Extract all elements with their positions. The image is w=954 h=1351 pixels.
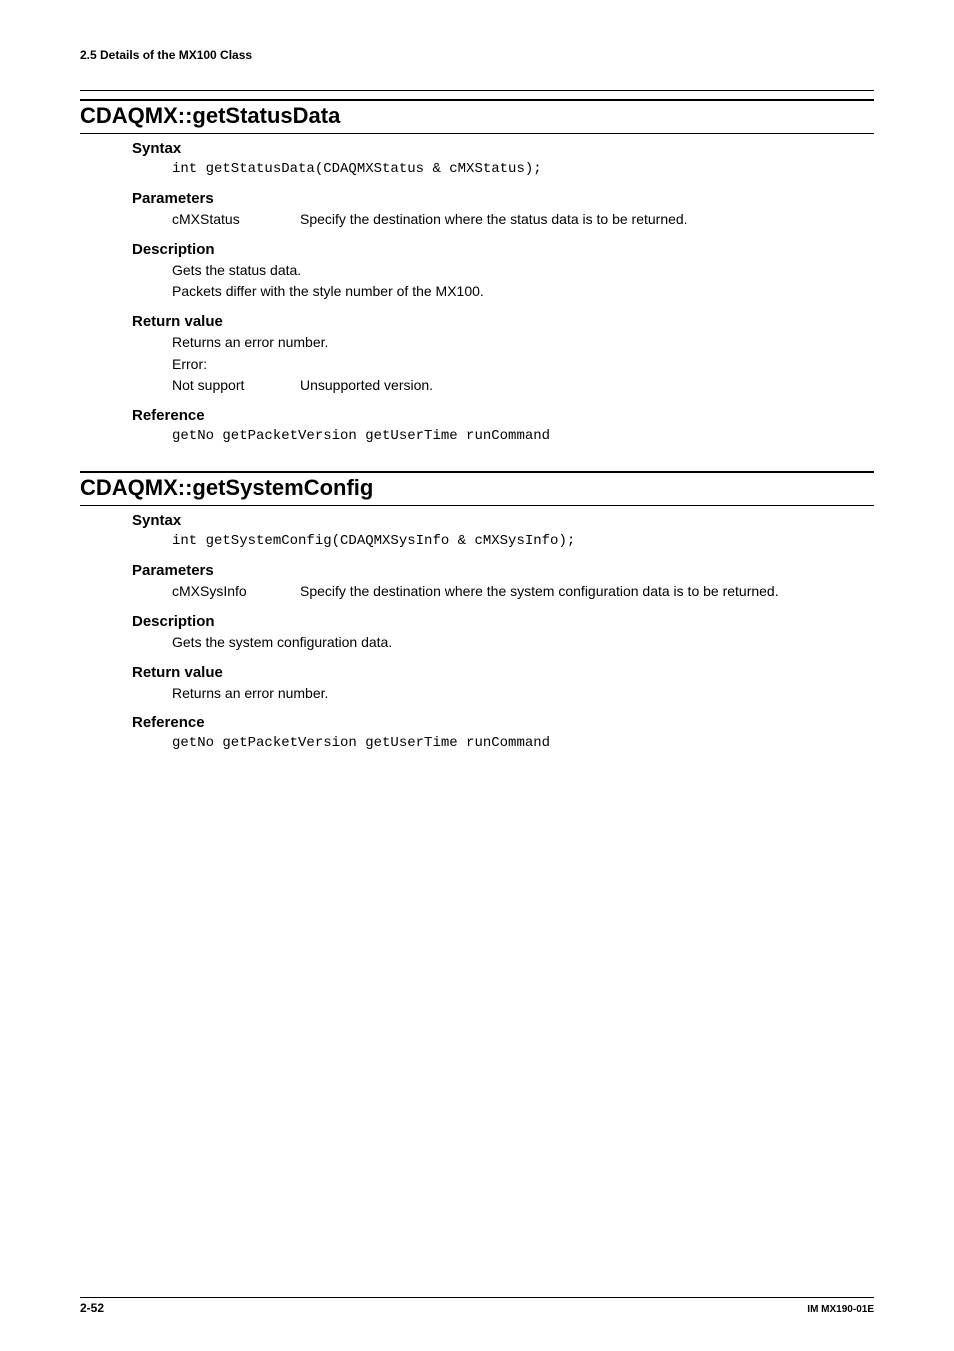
parameters-label: Parameters (132, 556, 874, 581)
parameters-block: Parameters cMXStatus Specify the destina… (132, 184, 874, 231)
header-rule (80, 90, 874, 91)
return-label: Return value (132, 307, 874, 332)
param-key: cMXSysInfo (172, 581, 300, 603)
return-line: Returns an error number. (172, 683, 874, 705)
reference-block: Reference getNo getPacketVersion getUser… (132, 708, 874, 754)
footer-doc: IM MX190-01E (807, 1304, 874, 1315)
syntax-block: Syntax int getSystemConfig(CDAQMXSysInfo… (132, 506, 874, 552)
description-block: Description Gets the status data. Packet… (132, 235, 874, 303)
description-block: Description Gets the system configuratio… (132, 607, 874, 654)
description-label: Description (132, 235, 874, 260)
description-line: Packets differ with the style number of … (172, 281, 874, 303)
parameters-block: Parameters cMXSysInfo Specify the destin… (132, 556, 874, 603)
param-val: Specify the destination where the status… (300, 209, 874, 231)
param-row: cMXSysInfo Specify the destination where… (172, 581, 874, 603)
syntax-code: int getStatusData(CDAQMXStatus & cMXStat… (172, 159, 874, 180)
reference-code: getNo getPacketVersion getUserTime runCo… (172, 426, 874, 447)
return-block: Return value Returns an error number. (132, 658, 874, 705)
return-key: Not support (172, 375, 300, 397)
description-label: Description (132, 607, 874, 632)
syntax-block: Syntax int getStatusData(CDAQMXStatus & … (132, 134, 874, 180)
return-val: Unsupported version. (300, 375, 874, 397)
footer-page: 2-52 (80, 1301, 104, 1315)
return-row: Not support Unsupported version. (172, 375, 874, 397)
param-key: cMXStatus (172, 209, 300, 231)
return-line: Returns an error number. (172, 332, 874, 354)
section-title: CDAQMX::getStatusData (80, 101, 874, 133)
syntax-label: Syntax (132, 134, 874, 159)
section-title: CDAQMX::getSystemConfig (80, 473, 874, 505)
header-breadcrumb: 2.5 Details of the MX100 Class (80, 48, 874, 62)
reference-label: Reference (132, 401, 874, 426)
return-block: Return value Returns an error number. Er… (132, 307, 874, 397)
param-row: cMXStatus Specify the destination where … (172, 209, 874, 231)
reference-code: getNo getPacketVersion getUserTime runCo… (172, 733, 874, 754)
description-line: Gets the system configuration data. (172, 632, 874, 654)
section-getsystemconfig: CDAQMX::getSystemConfig Syntax int getSy… (80, 471, 874, 754)
param-val: Specify the destination where the system… (300, 581, 874, 603)
syntax-label: Syntax (132, 506, 874, 531)
parameters-label: Parameters (132, 184, 874, 209)
footer: 2-52 IM MX190-01E (80, 1297, 874, 1315)
reference-label: Reference (132, 708, 874, 733)
return-line: Error: (172, 354, 874, 376)
description-line: Gets the status data. (172, 260, 874, 282)
reference-block: Reference getNo getPacketVersion getUser… (132, 401, 874, 447)
return-label: Return value (132, 658, 874, 683)
syntax-code: int getSystemConfig(CDAQMXSysInfo & cMXS… (172, 531, 874, 552)
section-getstatusdata: CDAQMX::getStatusData Syntax int getStat… (80, 99, 874, 447)
